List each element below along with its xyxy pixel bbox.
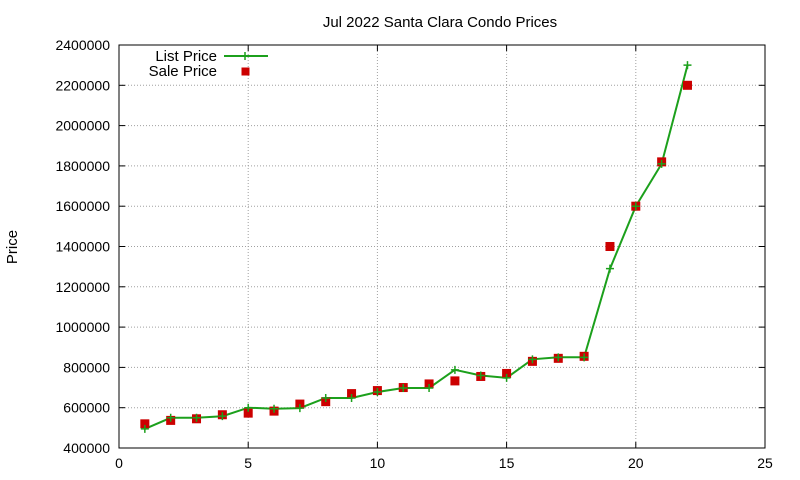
sale-price-point [347,389,357,399]
list-price-point [399,383,408,392]
list-price-point [295,404,304,413]
y-tick-label: 1200000 [55,279,110,295]
list-price-point [218,412,227,421]
y-tick-label: 1600000 [55,198,110,214]
legend-label-sale-price: Sale Price [149,63,217,80]
list-price-point [631,202,640,211]
list-price-point [605,264,614,273]
x-tick-label: 15 [499,455,515,471]
x-tick-label: 25 [757,455,773,471]
x-tick-label: 5 [244,455,252,471]
y-tick-label: 1000000 [55,319,110,335]
sale-price-point [502,368,512,378]
list-price-point [554,353,563,362]
list-price-point [502,373,511,382]
axis-ticks: 0 5 10 15 20 25 400000 600000 800000 1000000 12000… [55,37,773,471]
y-tick-label: 800000 [63,359,110,375]
y-tick-label: 1800000 [55,158,110,174]
chart-title: Jul 2022 Santa Clara Condo Prices [323,14,557,31]
list-price-point [321,394,330,403]
list-price-point [140,424,149,433]
series-layer [140,61,692,433]
y-tick-label: 400000 [63,440,110,456]
list-price-point [347,394,356,403]
list-price-point [450,365,459,374]
list-price-point [683,61,692,70]
list-price-point [270,404,279,413]
legend-marker-list-price [241,52,249,60]
y-tick-label: 1400000 [55,239,110,255]
sale-price-point [424,379,434,389]
x-tick-label: 20 [628,455,644,471]
y-tick-label: 2200000 [55,77,110,93]
y-axis-label: Price [4,230,21,264]
list-price-point [528,355,537,364]
sale-price-point [682,80,692,90]
list-price-point [476,371,485,380]
legend-marker-sale-price [241,67,250,76]
list-price-point [166,413,175,422]
y-tick-label: 600000 [63,400,110,416]
legend-label-list-price: List Price [155,48,217,65]
sale-price-point [295,399,305,409]
list-price-point [425,383,434,392]
x-tick-label: 0 [115,455,123,471]
list-price-point [244,403,253,412]
sale-price-point [140,419,150,429]
legend: List Price Sale Price [149,48,268,80]
x-tick-label: 10 [370,455,386,471]
sale-price-point [450,376,460,386]
grid-lines [119,45,765,448]
list-price-point [580,353,589,362]
y-tick-label: 2000000 [55,118,110,134]
list-price-point [192,413,201,422]
sale-price-point [243,408,253,418]
list-price-line [144,64,689,430]
list-price-point [657,159,666,168]
y-tick-label: 2400000 [55,37,110,53]
sale-price-point [605,242,615,251]
list-price-point [373,387,382,396]
